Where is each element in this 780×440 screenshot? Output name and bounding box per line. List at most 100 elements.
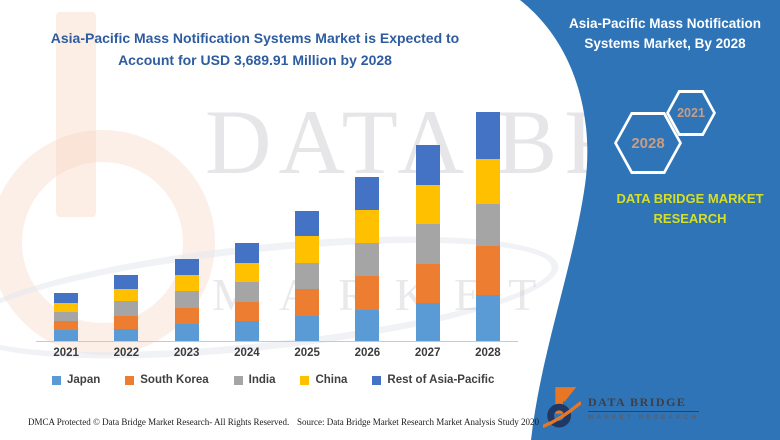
bar-column-2023	[157, 98, 217, 341]
bar-segment	[54, 320, 79, 331]
bar-segment	[54, 303, 79, 312]
bar-segment	[54, 311, 79, 321]
x-axis-labels: 2021 2022 2023 2024 2025 2026 2027 2028	[36, 347, 518, 359]
bar-segment	[355, 309, 380, 341]
legend-label: South Korea	[140, 374, 209, 386]
x-axis-label: 2024	[234, 347, 260, 359]
bar-segment	[415, 224, 440, 264]
bar-segment	[475, 112, 500, 159]
legend-item: South Korea	[125, 374, 209, 386]
bar-segment	[114, 289, 139, 301]
databridge-logo-subtitle: MARKET RESEARCH	[588, 414, 700, 421]
legend-swatch-icon	[52, 375, 61, 385]
bar-segment	[295, 316, 320, 341]
x-axis-label: 2027	[414, 347, 441, 359]
hexagon-2021-label: 2021	[677, 106, 705, 120]
bar-segment	[234, 243, 259, 263]
bar-segment	[475, 246, 500, 296]
bar-segment	[355, 209, 380, 244]
brand-wordmark-line1: DATA BRIDGE MARKET	[616, 191, 764, 206]
bar-segment	[114, 328, 139, 341]
legend-item: China	[300, 374, 347, 386]
bar-column-2022	[96, 98, 156, 341]
bar-segment	[174, 307, 199, 325]
chart-plot-area	[36, 98, 518, 341]
legend-swatch-icon	[125, 375, 135, 385]
legend-swatch-icon	[300, 375, 310, 385]
bar-segment	[355, 243, 380, 276]
bar-segment	[234, 321, 259, 341]
bar-stack-2021	[54, 292, 79, 341]
chart-legend: Japan South Korea India China Rest of Asia-P…	[52, 374, 512, 386]
dmca-notice: DMCA Protected © Data Bridge Market Rese…	[28, 417, 290, 427]
legend-swatch-icon	[372, 375, 382, 385]
databridge-logo-text: DATA BRIDGE MARKET RESEARCH	[588, 395, 700, 421]
x-axis-label: 2025	[294, 347, 320, 359]
legend-swatch-icon	[233, 375, 243, 385]
bar-segment	[174, 324, 199, 341]
x-axis-line	[36, 341, 518, 342]
side-panel-title-line2: Systems Market, By 2028	[584, 36, 746, 52]
bar-segment	[475, 158, 500, 205]
hexagon-2028-inner: 2028	[617, 115, 679, 171]
bar-stack-2026	[355, 176, 380, 341]
bar-segment	[295, 236, 320, 263]
bar-stack-2024	[234, 243, 259, 341]
bar-segment	[415, 185, 440, 225]
side-panel-title: Asia-Pacific Mass Notification Systems M…	[556, 14, 774, 55]
bar-segment	[234, 301, 259, 322]
hexagon-2021-inner: 2021	[669, 93, 713, 133]
bar-segment	[234, 262, 259, 283]
bar-segment	[54, 292, 79, 304]
bar-segment	[54, 330, 79, 341]
databridge-logo-name: DATA BRIDGE	[588, 395, 700, 412]
bar-segment	[415, 302, 440, 341]
bar-column-2027	[398, 98, 458, 341]
bar-stack-2027	[415, 145, 440, 341]
page-title: Asia-Pacific Mass Notification Systems M…	[30, 28, 480, 71]
bar-segment	[295, 262, 320, 290]
legend-item: Japan	[52, 374, 100, 386]
bar-segment	[174, 274, 199, 292]
hexagon-2028-label: 2028	[631, 134, 665, 152]
legend-item: India	[233, 374, 276, 386]
legend-label: Japan	[67, 374, 101, 386]
bar-segment	[234, 282, 259, 302]
bar-column-2024	[217, 98, 277, 341]
bar-column-2028	[458, 98, 518, 341]
x-axis-label: 2021	[53, 347, 79, 359]
legend-label: China	[315, 374, 348, 386]
bar-stack-2022	[114, 275, 139, 341]
bar-segment	[475, 204, 500, 247]
bar-segment	[295, 289, 320, 316]
bar-segment	[295, 211, 320, 237]
stacked-bar-chart: 2021 2022 2023 2024 2025 2026 2027 2028	[36, 98, 518, 364]
source-note: Source: Data Bridge Market Research Mark…	[297, 417, 539, 427]
bar-segment	[475, 295, 500, 341]
bar-segment	[174, 291, 199, 308]
side-panel-title-line1: Asia-Pacific Mass Notification	[568, 16, 762, 31]
bar-stack-2023	[174, 258, 199, 341]
bar-segment	[114, 300, 139, 316]
brand-wordmark-line2: RESEARCH	[653, 211, 727, 227]
x-axis-label: 2026	[354, 347, 381, 359]
page-title-line2: Account for USD 3,689.91 Million by 2028	[118, 51, 392, 68]
bar-column-2021	[36, 98, 96, 341]
x-axis-label: 2022	[113, 347, 140, 359]
x-axis-label: 2028	[475, 347, 501, 359]
bar-column-2026	[337, 98, 397, 341]
bar-segment	[355, 276, 380, 310]
bar-segment	[415, 263, 440, 303]
bar-segment	[355, 176, 380, 210]
legend-label: India	[248, 374, 276, 386]
legend-label: Rest of Asia-Pacific	[387, 374, 495, 386]
legend-item: Rest of Asia-Pacific	[372, 374, 494, 386]
bar-stack-2025	[295, 211, 320, 341]
x-axis-label: 2023	[173, 347, 200, 359]
bar-column-2025	[277, 98, 337, 341]
bar-segment	[114, 275, 139, 290]
brand-wordmark: DATA BRIDGE MARKET RESEARCH	[593, 189, 780, 229]
databridge-logo-icon	[543, 387, 581, 428]
